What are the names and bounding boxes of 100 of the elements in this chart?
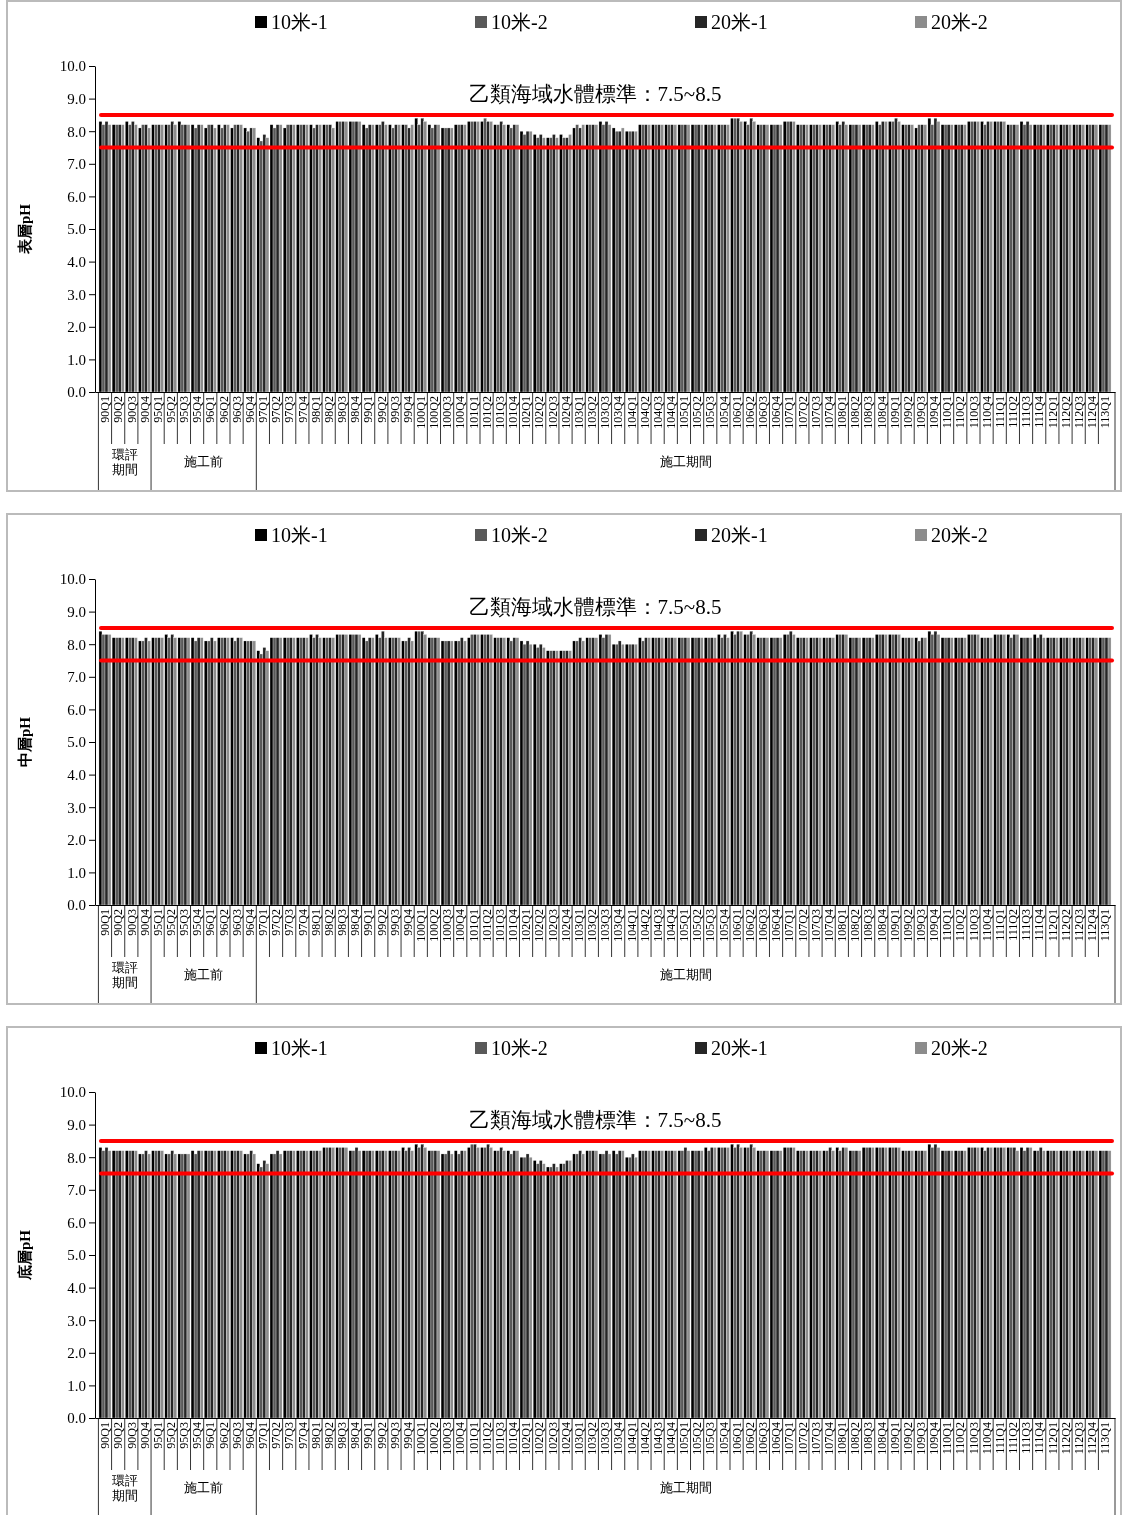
x-tick-label: 111Q4 — [1032, 396, 1047, 428]
x-tick-label: 106Q1 — [729, 1422, 744, 1455]
x-tick-label: 109Q3 — [913, 909, 928, 942]
legend-label: 20米-1 — [711, 11, 768, 33]
x-tick-label: 96Q3 — [229, 909, 244, 936]
x-tick-label: 90Q3 — [124, 909, 139, 936]
x-tick-label: 105Q4 — [716, 396, 731, 429]
x-tick-label: 106Q3 — [756, 909, 771, 942]
x-tick-label: 110Q4 — [979, 396, 994, 429]
x-tick-label: 102Q1 — [519, 909, 534, 942]
x-tick-label: 98Q2 — [321, 909, 336, 936]
x-tick-label: 97Q3 — [282, 909, 297, 936]
y-tick-label: 10.0 — [59, 58, 86, 75]
x-tick-label: 96Q4 — [242, 1422, 257, 1449]
x-tick-label: 97Q3 — [282, 1422, 297, 1449]
x-tick-label: 97Q1 — [256, 909, 271, 936]
ref-line-label: 乙類海域水體標準：7.5~8.5 — [468, 81, 722, 106]
text: 環評期間 — [111, 1473, 138, 1503]
x-tick-label: 97Q2 — [269, 1422, 284, 1449]
y-tick-label: 6.0 — [67, 188, 86, 205]
x-tick-label: 96Q2 — [216, 1422, 231, 1449]
x-tick-label: 106Q2 — [742, 396, 757, 429]
x-tick-label: 102Q4 — [558, 909, 573, 942]
x-tick-label: 105Q3 — [703, 909, 718, 942]
x-tick-label: 109Q3 — [913, 396, 928, 429]
x-tick-label: 101Q2 — [479, 1422, 494, 1455]
x-tick-label: 112Q4 — [1085, 396, 1100, 429]
x-tick-label: 106Q3 — [756, 1422, 771, 1455]
x-tick-label: 110Q3 — [966, 909, 981, 942]
x-tick-label: 108Q4 — [874, 396, 889, 429]
x-tick-label: 99Q2 — [374, 909, 389, 936]
y-tick-label: 1.0 — [67, 351, 86, 368]
y-tick-label: 0.0 — [67, 897, 86, 914]
x-tick-label: 96Q3 — [229, 396, 244, 423]
x-tick-label: 97Q2 — [269, 396, 284, 423]
x-tick-label: 110Q3 — [966, 396, 981, 429]
x-tick-label: 99Q4 — [400, 396, 415, 423]
x-tick-label: 97Q1 — [256, 1422, 271, 1449]
x-tick-label: 101Q4 — [506, 1422, 521, 1455]
x-tick-label: 99Q2 — [374, 396, 389, 423]
y-tick-label: 3.0 — [67, 1312, 86, 1329]
x-tick-label: 103Q2 — [585, 1422, 600, 1455]
x-tick-label: 109Q1 — [887, 396, 902, 429]
x-tick-label: 90Q3 — [124, 1422, 139, 1449]
x-tick-label: 100Q2 — [427, 396, 442, 429]
x-tick-label: 99Q1 — [361, 909, 376, 936]
y-tick-label: 2.0 — [67, 1345, 86, 1362]
x-tick-label: 96Q3 — [229, 1422, 244, 1449]
x-tick-label: 104Q3 — [650, 1422, 665, 1455]
x-tick-label: 107Q1 — [782, 1422, 797, 1455]
x-tick-label: 95Q3 — [177, 1422, 192, 1449]
x-tick-label: 96Q1 — [203, 909, 218, 936]
x-tick-label: 95Q3 — [177, 909, 192, 936]
x-tick-label: 104Q1 — [624, 909, 639, 942]
y-axis-title: 表層pH — [17, 203, 33, 256]
legend-label: 10米-1 — [271, 1037, 328, 1059]
x-tick-label: 95Q1 — [150, 909, 165, 936]
x-tick-label: 97Q4 — [295, 396, 310, 423]
x-tick-label: 105Q4 — [716, 1422, 731, 1455]
x-tick-label: 106Q2 — [742, 1422, 757, 1455]
x-tick-label: 90Q2 — [111, 1422, 126, 1449]
y-tick-label: 2.0 — [67, 832, 86, 849]
x-tick-label: 111Q3 — [1019, 909, 1034, 941]
x-tick-label: 109Q2 — [900, 396, 915, 429]
x-tick-label: 98Q3 — [335, 396, 350, 423]
x-tick-label: 104Q1 — [624, 1422, 639, 1455]
x-tick-label: 102Q2 — [532, 396, 547, 429]
y-tick-label: 0.0 — [67, 1410, 86, 1427]
x-tick-label: 106Q4 — [769, 396, 784, 429]
text: 施工期間 — [659, 967, 712, 982]
x-tick-label: 110Q2 — [953, 396, 968, 429]
x-tick-label: 95Q3 — [177, 396, 192, 423]
text: 環評期間 — [111, 447, 138, 477]
x-tick-label: 95Q4 — [190, 1422, 205, 1449]
x-tick-label: 99Q3 — [387, 1422, 402, 1449]
legend-label: 20米-2 — [931, 1037, 988, 1059]
x-tick-label: 99Q3 — [387, 396, 402, 423]
x-tick-label: 107Q4 — [821, 1422, 836, 1455]
x-tick-label: 100Q3 — [440, 909, 455, 942]
x-tick-label: 95Q4 — [190, 396, 205, 423]
x-tick-label: 98Q1 — [308, 1422, 323, 1449]
x-tick-label: 103Q4 — [611, 909, 626, 942]
x-tick-label: 105Q2 — [690, 909, 705, 942]
x-tick-label: 104Q4 — [663, 396, 678, 429]
x-tick-label: 112Q1 — [1045, 909, 1060, 942]
text: 施工前 — [184, 454, 224, 469]
x-tick-label: 100Q1 — [413, 909, 428, 942]
y-tick-label: 10.0 — [59, 571, 86, 588]
x-tick-label: 105Q2 — [690, 1422, 705, 1455]
y-tick-label: 1.0 — [67, 864, 86, 881]
y-tick-label: 4.0 — [67, 1279, 86, 1296]
y-tick-label: 2.0 — [67, 319, 86, 336]
x-tick-label: 95Q1 — [150, 1422, 165, 1449]
x-tick-label: 108Q2 — [848, 396, 863, 429]
x-tick-label: 90Q4 — [137, 909, 152, 936]
x-tick-label: 90Q2 — [111, 909, 126, 936]
x-tick-label: 96Q1 — [203, 1422, 218, 1449]
x-tick-label: 104Q1 — [624, 396, 639, 429]
x-tick-label: 103Q3 — [598, 1422, 613, 1455]
x-tick-label: 98Q4 — [348, 1422, 363, 1449]
